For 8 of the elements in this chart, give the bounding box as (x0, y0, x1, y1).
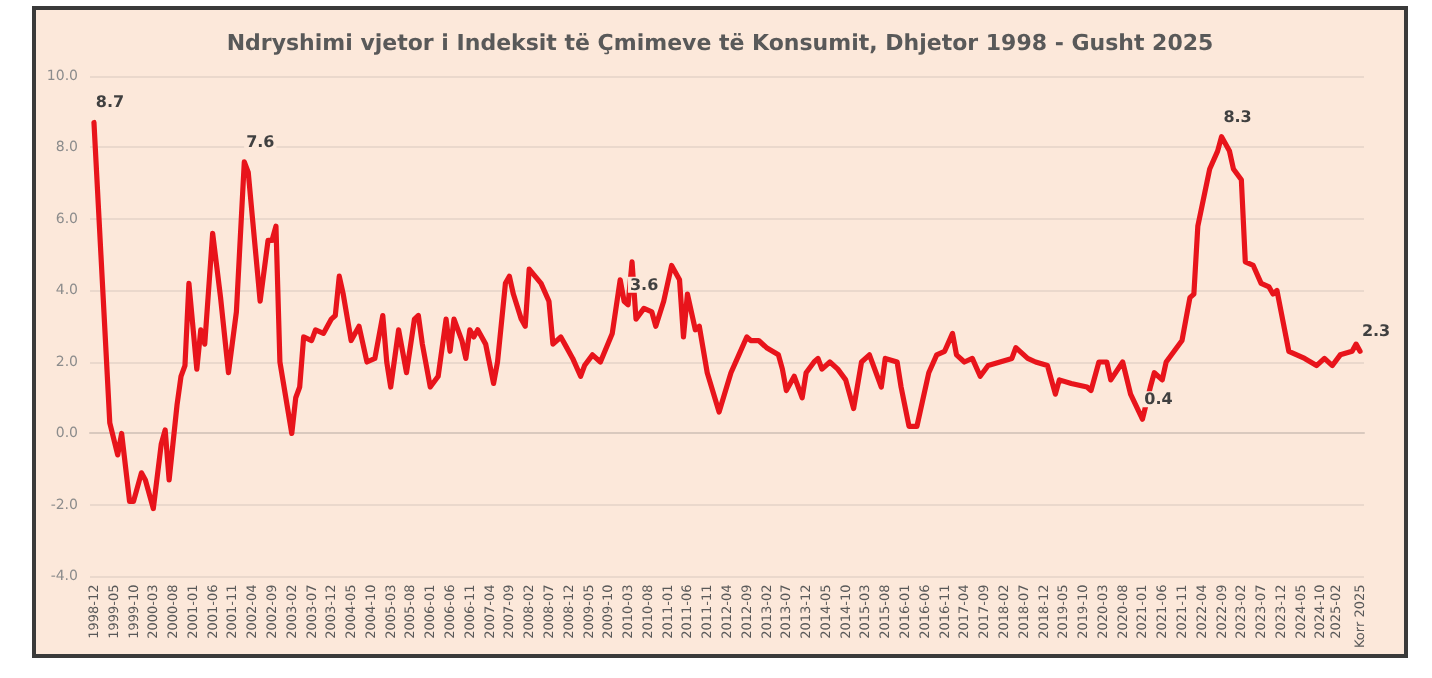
annotation: 3.6 (629, 275, 660, 294)
annotation: 2.3 (1361, 322, 1391, 341)
annotation: 8.3 (1223, 107, 1252, 126)
chart-title: Ndryshimi vjetor i Indeksit të Çmimeve të Konsumit, Dhjetor 1998 - Gusht 2025 (226, 30, 1214, 56)
annotation: 0.4 (1144, 390, 1174, 409)
annotation: 7.6 (246, 132, 276, 151)
annotation: 8.7 (95, 93, 125, 112)
line-series (91, 119, 1363, 512)
